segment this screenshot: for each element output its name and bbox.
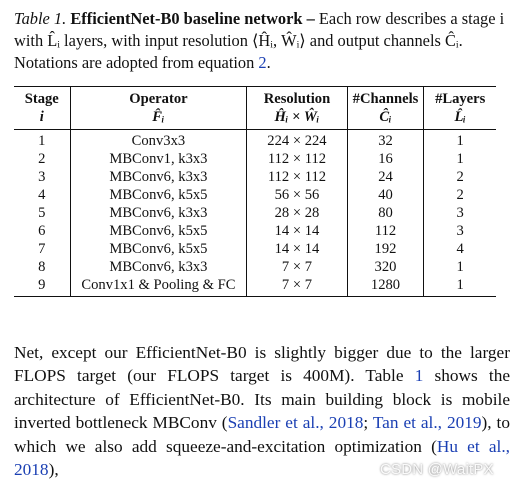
header-operator: Operator [69,86,247,108]
cell-channels: 80 [346,204,424,222]
table-body: 1 Conv3x3 224 × 224 32 1 2 MBConv1, k3x3… [14,129,496,297]
body-text: ), to which we also add squeeze-and-exci… [14,413,510,456]
cell-resolution: 56 × 56 [246,186,348,204]
caption-label: Table 1. [14,9,67,28]
cell-stage: 3 [38,169,46,185]
citation-tan[interactable]: Tan et al., 2019 [372,413,482,433]
cell-operator: MBConv6, k5x5 [69,240,247,258]
header-resolution: Resolution [246,86,348,108]
subheader-layers: L̂ᵢ [423,108,496,130]
table-row: 5 MBConv6, k3x3 28 × 28 80 3 [14,204,496,222]
cell-resolution: 112 × 112 [246,168,348,186]
cell-operator: Conv3x3 [69,129,247,150]
cell-layers: 1 [423,150,496,168]
header-stage: Stage [14,86,71,108]
cell-channels: 192 [346,240,424,258]
header-layers: #Layers [423,86,496,108]
cell-channels: 32 [346,129,424,150]
cell-layers: 1 [423,276,496,297]
table-row: 6 MBConv6, k5x5 14 × 14 112 3 [14,222,496,240]
cell-operator: Conv1x1 & Pooling & FC [69,276,247,297]
cell-layers: 4 [423,240,496,258]
cell-operator: MBConv6, k5x5 [69,222,247,240]
subheader-operator: F̂ᵢ [69,108,247,130]
cell-layers: 3 [423,222,496,240]
caption-text: Each row describes a stage i with L̂ᵢ la… [14,9,505,72]
caption-title: EfficientNet-B0 baseline network – [70,9,315,28]
cell-resolution: 14 × 14 [246,240,348,258]
equation-link[interactable]: 2 [258,53,267,72]
cell-channels: 24 [346,168,424,186]
cell-channels: 1280 [346,276,424,297]
citation-hu[interactable]: Hu et al., 2018 [14,436,510,480]
cell-resolution: 14 × 14 [246,222,348,240]
cell-layers: 3 [423,204,496,222]
table-row: 1 Conv3x3 224 × 224 32 1 [14,129,496,150]
table-header-row: Stage Operator Resolution #Channels #Lay… [14,86,496,108]
cell-stage: 8 [38,259,46,275]
table-row: 8 MBConv6, k3x3 7 × 7 320 1 [14,258,496,276]
table-row: 3 MBConv6, k3x3 112 × 112 24 2 [14,168,496,186]
cell-operator: MBConv1, k3x3 [69,150,247,168]
cell-resolution: 7 × 7 [246,258,348,276]
table-subheader-row: i F̂ᵢ Ĥᵢ × Ŵᵢ Ĉᵢ L̂ᵢ [14,108,496,130]
cell-stage: 6 [38,223,46,239]
cell-layers: 1 [423,258,496,276]
cell-stage: 4 [38,187,46,203]
cell-resolution: 112 × 112 [246,150,348,168]
header-channels: #Channels [346,86,424,108]
table-caption: Table 1. EfficientNet-B0 baseline networ… [14,8,510,74]
cell-stage: 1 [38,133,46,149]
cell-layers: 1 [423,129,496,150]
subheader-channels: Ĉᵢ [346,108,424,130]
table-row: 2 MBConv1, k3x3 112 × 112 16 1 [14,150,496,168]
body-text: ; [363,413,373,433]
cell-channels: 320 [346,258,424,276]
cell-operator: MBConv6, k3x3 [69,168,247,186]
cell-stage: 9 [14,276,71,297]
cell-operator: MBConv6, k3x3 [69,258,247,276]
cell-operator: MBConv6, k3x3 [69,204,247,222]
citation-sandler[interactable]: Sandler et al., 2018 [227,413,364,433]
architecture-table: Stage Operator Resolution #Channels #Lay… [14,86,496,297]
cell-resolution: 28 × 28 [246,204,348,222]
body-text: Net, except our EfficientNet-B0 is sligh… [14,343,510,386]
cell-stage: 5 [38,205,46,221]
cell-layers: 2 [423,168,496,186]
body-paragraph: Net, except our EfficientNet-B0 is sligh… [14,341,510,481]
cell-stage: 7 [38,241,46,257]
table-link[interactable]: 1 [414,366,424,386]
cell-layers: 2 [423,186,496,204]
cell-stage: 2 [38,151,46,167]
cell-channels: 40 [346,186,424,204]
watermark: CSDN @WaitPX [380,461,494,478]
table-row: 9 Conv1x1 & Pooling & FC 7 × 7 1280 1 [14,276,496,297]
cell-operator: MBConv6, k5x5 [69,186,247,204]
cell-resolution: 224 × 224 [246,129,348,150]
subheader-resolution: Ĥᵢ × Ŵᵢ [246,108,348,130]
cell-channels: 16 [346,150,424,168]
body-text: ), [48,460,59,480]
caption-end: . [266,53,271,72]
subheader-stage: i [14,108,71,130]
table-row: 7 MBConv6, k5x5 14 × 14 192 4 [14,240,496,258]
body-text: shows the architecture of EfficientNet-B… [14,366,510,433]
cell-resolution: 7 × 7 [246,276,348,297]
cell-channels: 112 [346,222,424,240]
table-row: 4 MBConv6, k5x5 56 × 56 40 2 [14,186,496,204]
